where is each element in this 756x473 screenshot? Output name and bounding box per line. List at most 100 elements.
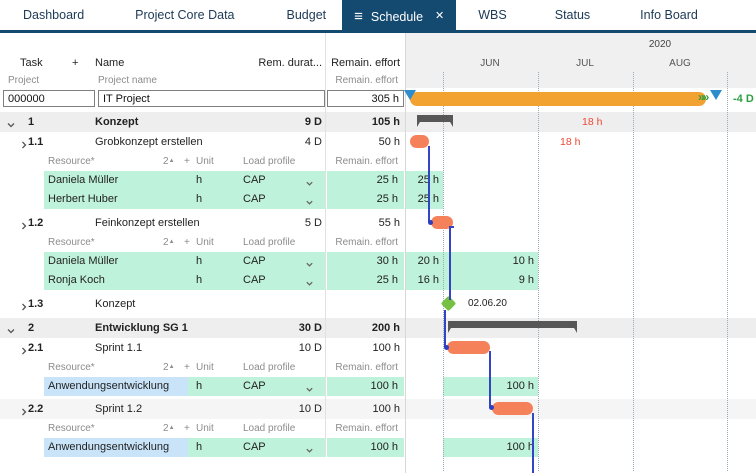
sort-count: 2 xyxy=(163,156,169,167)
task-wbs[interactable]: 2 xyxy=(28,322,35,334)
tab-status-label: Status xyxy=(554,8,591,22)
add-resource-button[interactable]: + xyxy=(184,362,190,373)
project-effort-input[interactable] xyxy=(327,90,404,107)
tab-info-board-label: Info Board xyxy=(640,8,698,22)
task-effort[interactable]: 200 h xyxy=(371,322,400,334)
tab-info-board[interactable]: Info Board xyxy=(640,0,698,30)
task-duration[interactable]: 5 D xyxy=(304,217,322,229)
chevron-down-icon[interactable] xyxy=(305,257,314,267)
expand-chevron-right-icon[interactable] xyxy=(19,343,29,355)
tab-status[interactable]: Status xyxy=(555,0,590,30)
load-profile-value[interactable]: CAP xyxy=(243,274,266,286)
rem-effort-col-label: Remain. effort xyxy=(335,237,398,248)
task-wbs[interactable]: 2.1 xyxy=(28,342,44,354)
unit-col-label: Unit xyxy=(196,362,214,373)
task-wbs[interactable]: 1.3 xyxy=(28,298,44,310)
timeline-year: 2020 xyxy=(648,39,672,50)
resource-effort[interactable]: 25 h xyxy=(376,174,398,186)
chevron-down-icon[interactable] xyxy=(305,276,314,286)
close-icon[interactable]: ✕ xyxy=(435,10,445,22)
project-id-input[interactable] xyxy=(3,90,95,107)
add-resource-button[interactable]: + xyxy=(184,423,190,434)
task-name[interactable]: Sprint 1.1 xyxy=(95,342,143,354)
add-task-button[interactable]: + xyxy=(72,57,79,69)
task-bar-2-1[interactable] xyxy=(447,341,490,354)
tab-project-core-data[interactable]: Project Core Data xyxy=(135,0,234,30)
resource-name-cell[interactable]: Anwendungsentwicklung xyxy=(44,377,188,396)
task-effort[interactable]: 50 h xyxy=(378,136,400,148)
task-wbs[interactable]: 1.1 xyxy=(28,136,44,148)
tab-wbs[interactable]: WBS xyxy=(478,0,506,30)
task-effort[interactable]: 105 h xyxy=(371,116,400,128)
load-profile-value[interactable]: CAP xyxy=(243,174,266,186)
tab-schedule[interactable]: ≡ Schedule ✕ xyxy=(342,0,457,33)
task-row-1-2: 1.2 Feinkonzept erstellen 5 D 55 h xyxy=(0,213,756,233)
task-bar-1-2[interactable] xyxy=(431,216,453,229)
task-name[interactable]: Konzept xyxy=(95,298,136,310)
sort-indicator[interactable]: 2▲ xyxy=(163,233,175,252)
chevron-down-icon[interactable] xyxy=(305,382,314,392)
load-profile-value[interactable]: CAP xyxy=(243,255,266,267)
chevron-down-icon[interactable] xyxy=(305,195,314,205)
sort-indicator[interactable]: 2▲ xyxy=(163,419,175,438)
task-duration[interactable]: 30 D xyxy=(298,322,322,334)
task-wbs[interactable]: 1 xyxy=(28,116,35,128)
load-profile-value[interactable]: CAP xyxy=(243,441,266,453)
task-wbs[interactable]: 2.2 xyxy=(28,403,44,415)
task-effort[interactable]: 55 h xyxy=(378,217,400,229)
expand-chevron-right-icon[interactable] xyxy=(19,137,29,149)
task-name[interactable]: Feinkonzept erstellen xyxy=(95,217,200,229)
load-profile-value[interactable]: CAP xyxy=(243,193,266,205)
unit-col-label: Unit xyxy=(196,237,214,248)
load-profile-value[interactable]: CAP xyxy=(243,380,266,392)
task-duration[interactable]: 4 D xyxy=(304,136,322,148)
sort-indicator[interactable]: 2▲ xyxy=(163,358,175,377)
expand-chevron-right-icon[interactable] xyxy=(19,404,29,416)
project-name-input[interactable] xyxy=(98,90,325,107)
resource-name-cell[interactable]: Anwendungsentwicklung xyxy=(44,438,188,457)
add-resource-button[interactable]: + xyxy=(184,156,190,167)
expand-chevron-right-icon[interactable] xyxy=(19,299,29,311)
resource-effort-cell xyxy=(327,252,404,271)
resource-name-cell[interactable]: Daniela Müller xyxy=(44,171,188,190)
task-duration[interactable]: 9 D xyxy=(304,116,322,128)
project-gantt-bar[interactable] xyxy=(410,92,706,106)
resource-effort[interactable]: 25 h xyxy=(376,193,398,205)
collapse-chevron-down-icon[interactable] xyxy=(6,117,16,128)
sort-indicator[interactable]: 2▲ xyxy=(163,152,175,171)
task-row-2: 2 Entwicklung SG 1 30 D 200 h xyxy=(0,318,756,338)
summary-bar-konzept[interactable] xyxy=(417,115,453,127)
task-name[interactable]: Entwicklung SG 1 xyxy=(95,322,188,334)
task-bar-2-2[interactable] xyxy=(492,402,533,415)
chevron-down-icon[interactable] xyxy=(305,176,314,186)
resource-name-cell[interactable]: Daniela Müller xyxy=(44,252,188,271)
expand-chevron-right-icon[interactable] xyxy=(19,218,29,230)
resource-effort[interactable]: 30 h xyxy=(376,255,398,267)
collapse-chevron-down-icon[interactable] xyxy=(6,323,16,334)
resource-name-cell[interactable]: Ronja Koch xyxy=(44,271,188,290)
resource-unit: h xyxy=(196,380,203,392)
task-wbs[interactable]: 1.2 xyxy=(28,217,44,229)
task-name[interactable]: Grobkonzept erstellen xyxy=(95,136,203,148)
chevron-down-icon[interactable] xyxy=(305,443,314,453)
rem-effort-col-label: Remain. effort xyxy=(335,362,398,373)
load-value-jun: 9 h xyxy=(518,274,534,286)
task-effort[interactable]: 100 h xyxy=(372,403,400,415)
task-name[interactable]: Sprint 1.2 xyxy=(95,403,143,415)
resource-header: Resource* 2▲ + Unit Load profile Remain.… xyxy=(0,358,756,377)
tab-dashboard[interactable]: Dashboard xyxy=(23,0,84,30)
task-duration[interactable]: 10 D xyxy=(298,403,322,415)
task-bar-1-1[interactable] xyxy=(410,135,429,148)
task-effort[interactable]: 100 h xyxy=(372,342,400,354)
load-value-may: 25 h xyxy=(417,193,439,205)
resource-effort[interactable]: 100 h xyxy=(370,380,398,392)
resource-name-cell[interactable]: Herbert Huber xyxy=(44,190,188,209)
task-name[interactable]: Konzept xyxy=(95,116,139,128)
hamburger-icon[interactable]: ≡ xyxy=(354,8,363,25)
tab-budget[interactable]: Budget xyxy=(287,0,327,30)
resource-effort[interactable]: 100 h xyxy=(370,441,398,453)
task-duration[interactable]: 10 D xyxy=(298,342,322,354)
add-resource-button[interactable]: + xyxy=(184,237,190,248)
resource-effort[interactable]: 25 h xyxy=(376,274,398,286)
summary-bar-entwicklung[interactable] xyxy=(448,321,577,333)
